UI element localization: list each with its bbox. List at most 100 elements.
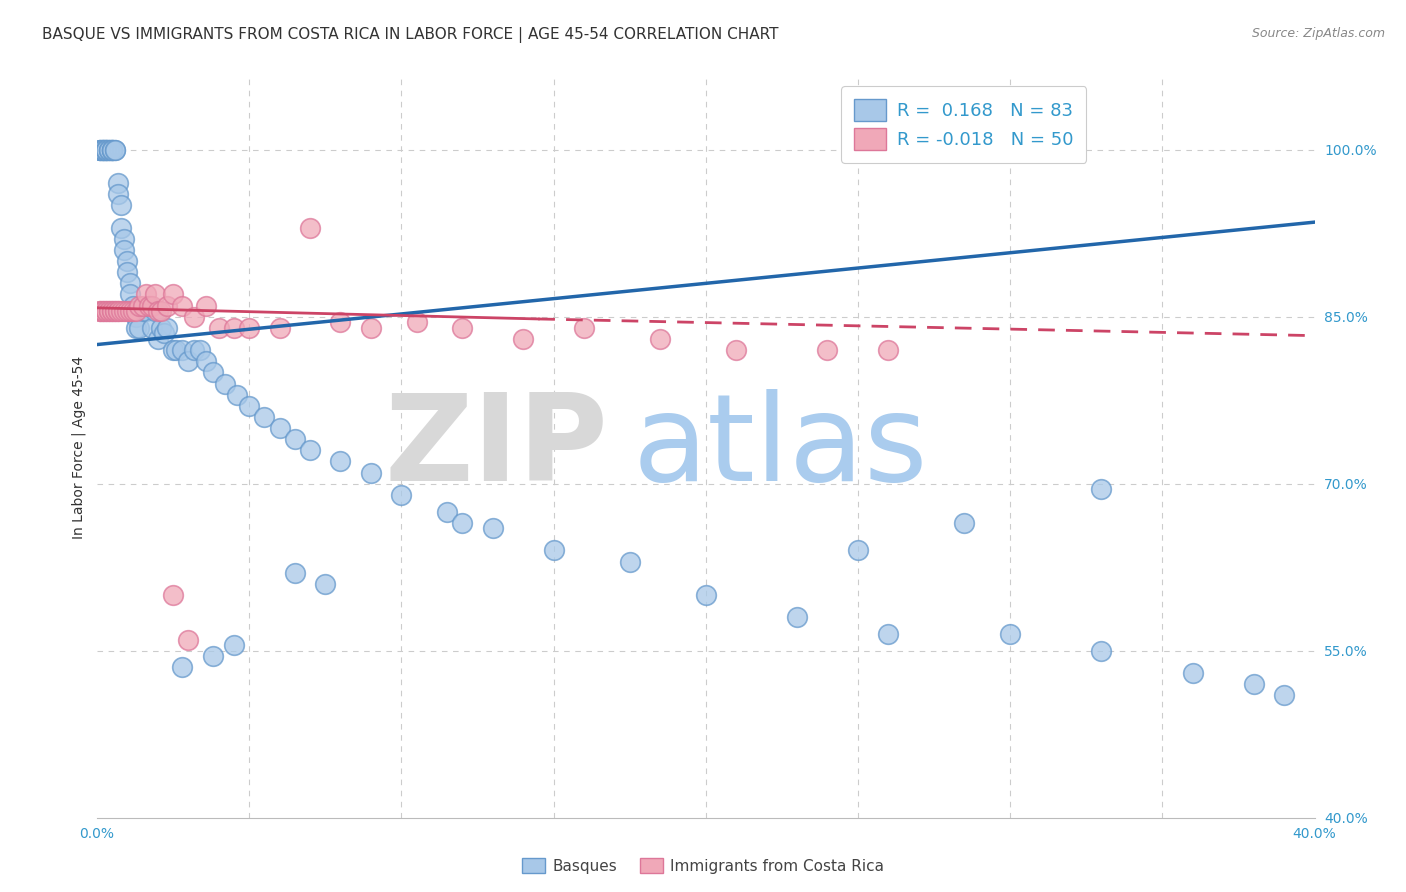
Point: [117, 265, 139, 279]
Point: [101, 143, 124, 157]
Point: [128, 299, 150, 313]
Point: [162, 588, 184, 602]
Point: [89, 304, 111, 318]
Point: [91, 304, 114, 318]
Point: [269, 321, 291, 335]
Point: [619, 555, 641, 569]
Point: [104, 304, 127, 318]
Point: [135, 304, 157, 318]
Point: [201, 365, 224, 379]
Point: [481, 521, 503, 535]
Point: [138, 299, 160, 313]
Point: [225, 387, 247, 401]
Point: [1090, 482, 1112, 496]
Point: [253, 409, 276, 424]
Point: [98, 143, 121, 157]
Point: [98, 143, 121, 157]
Point: [120, 304, 142, 318]
Point: [543, 543, 565, 558]
Point: [451, 516, 474, 530]
Point: [695, 588, 717, 602]
Point: [1272, 688, 1295, 702]
Point: [877, 627, 900, 641]
Point: [104, 304, 127, 318]
Point: [146, 332, 169, 346]
Point: [207, 321, 229, 335]
Point: [128, 321, 150, 335]
Point: [89, 143, 111, 157]
Point: [195, 354, 218, 368]
Point: [846, 543, 869, 558]
Point: [89, 304, 111, 318]
Point: [131, 299, 153, 313]
Point: [122, 304, 145, 318]
Point: [165, 343, 187, 358]
Point: [512, 332, 534, 346]
Point: [162, 287, 184, 301]
Point: [314, 577, 336, 591]
Text: BASQUE VS IMMIGRANTS FROM COSTA RICA IN LABOR FORCE | AGE 45-54 CORRELATION CHAR: BASQUE VS IMMIGRANTS FROM COSTA RICA IN …: [42, 27, 779, 43]
Point: [149, 304, 172, 318]
Point: [112, 243, 135, 257]
Point: [1090, 643, 1112, 657]
Point: [405, 315, 427, 329]
Point: [110, 220, 132, 235]
Point: [141, 321, 163, 335]
Point: [360, 321, 382, 335]
Point: [284, 566, 307, 580]
Legend: Basques, Immigrants from Costa Rica: Basques, Immigrants from Costa Rica: [516, 852, 890, 880]
Text: atlas: atlas: [633, 389, 928, 506]
Point: [94, 304, 117, 318]
Point: [94, 304, 117, 318]
Point: [156, 321, 179, 335]
Point: [195, 299, 218, 313]
Point: [143, 304, 166, 318]
Point: [269, 421, 291, 435]
Point: [91, 143, 114, 157]
Point: [122, 304, 145, 318]
Point: [817, 343, 839, 358]
Point: [329, 454, 352, 468]
Point: [94, 143, 117, 157]
Point: [153, 326, 176, 341]
Point: [146, 304, 169, 318]
Point: [360, 466, 382, 480]
Point: [122, 299, 145, 313]
Point: [91, 304, 114, 318]
Point: [120, 277, 142, 291]
Point: [725, 343, 748, 358]
Point: [117, 254, 139, 268]
Point: [177, 354, 200, 368]
Point: [183, 343, 205, 358]
Point: [298, 220, 321, 235]
Point: [953, 516, 976, 530]
Point: [141, 299, 163, 313]
Point: [107, 304, 129, 318]
Legend: R =  0.168   N = 83, R = -0.018   N = 50: R = 0.168 N = 83, R = -0.018 N = 50: [841, 87, 1087, 163]
Point: [284, 432, 307, 446]
Point: [162, 343, 184, 358]
Point: [98, 143, 121, 157]
Point: [172, 299, 194, 313]
Point: [329, 315, 352, 329]
Point: [389, 488, 412, 502]
Point: [101, 143, 124, 157]
Point: [91, 143, 114, 157]
Text: ZIP: ZIP: [385, 389, 609, 506]
Text: Source: ZipAtlas.com: Source: ZipAtlas.com: [1251, 27, 1385, 40]
Point: [104, 143, 127, 157]
Y-axis label: In Labor Force | Age 45-54: In Labor Force | Age 45-54: [72, 356, 86, 539]
Point: [172, 343, 194, 358]
Point: [172, 660, 194, 674]
Point: [101, 304, 124, 318]
Point: [998, 627, 1021, 641]
Point: [98, 304, 121, 318]
Point: [125, 321, 148, 335]
Point: [572, 321, 595, 335]
Point: [877, 343, 900, 358]
Point: [1243, 677, 1265, 691]
Point: [101, 143, 124, 157]
Point: [648, 332, 671, 346]
Point: [125, 304, 148, 318]
Point: [156, 299, 179, 313]
